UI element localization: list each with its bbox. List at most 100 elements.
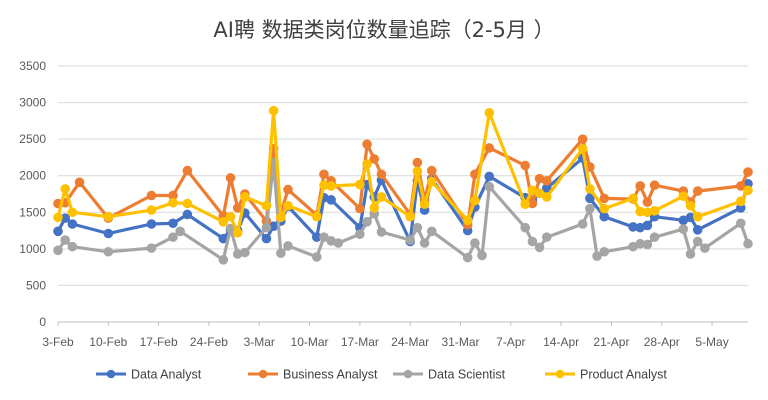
data-point <box>736 218 746 229</box>
data-point <box>635 181 645 191</box>
legend-item: Data Scientist <box>393 368 506 382</box>
data-point <box>541 176 552 186</box>
x-tick-label: 28-Apr <box>644 335 680 349</box>
data-point <box>743 238 753 249</box>
data-point <box>168 232 178 242</box>
data-point <box>743 167 753 177</box>
data-point <box>628 193 638 204</box>
data-point <box>685 200 696 211</box>
data-point <box>261 233 272 244</box>
data-point <box>326 181 336 191</box>
data-point <box>541 192 552 202</box>
data-point <box>333 238 344 248</box>
data-point <box>67 219 78 229</box>
data-point <box>412 166 423 177</box>
data-point <box>599 211 610 222</box>
data-point <box>484 171 495 182</box>
data-point <box>541 232 552 242</box>
data-point <box>261 200 272 211</box>
data-point <box>362 216 372 227</box>
data-point <box>182 165 193 176</box>
data-point <box>218 216 229 227</box>
data-point <box>484 143 495 153</box>
data-point <box>692 211 703 222</box>
data-point <box>240 247 250 258</box>
data-point <box>484 181 495 192</box>
y-tick-label: 3500 <box>19 59 46 73</box>
data-point <box>276 212 286 223</box>
data-point <box>311 252 322 262</box>
x-tick-label: 5-May <box>695 335 728 349</box>
legend-item: Data Analyst <box>96 368 202 382</box>
data-point <box>67 241 78 252</box>
data-point <box>146 219 157 229</box>
legend-swatch-marker <box>106 369 116 379</box>
data-point <box>53 226 63 237</box>
data-point <box>477 250 487 261</box>
data-point <box>412 157 423 168</box>
data-point <box>692 236 703 247</box>
data-point <box>103 211 114 222</box>
y-tick-label: 1500 <box>19 205 46 219</box>
data-point <box>743 185 753 196</box>
series-data-scientist <box>53 157 753 265</box>
chart-title: AI聘 数据类岗位数量追踪（2-5月 ） <box>213 18 555 42</box>
x-tick-label: 21-Apr <box>593 335 629 349</box>
data-point <box>649 180 660 191</box>
data-point <box>355 179 365 190</box>
x-tick-label: 14-Apr <box>543 335 579 349</box>
data-point <box>405 235 415 245</box>
data-point <box>462 215 473 226</box>
data-point <box>232 227 243 238</box>
data-point <box>376 169 387 180</box>
data-point <box>60 184 70 194</box>
data-point <box>60 235 70 245</box>
data-point <box>419 238 430 248</box>
data-point <box>599 246 610 257</box>
data-point <box>599 203 610 214</box>
x-tick-label: 7-Apr <box>496 335 525 349</box>
legend-swatch-marker <box>555 369 565 379</box>
data-point <box>168 218 178 229</box>
data-point <box>283 200 293 211</box>
data-point <box>692 186 703 196</box>
data-point <box>520 222 530 233</box>
x-tick-label: 10-Feb <box>89 335 127 349</box>
data-point <box>182 209 193 220</box>
x-tick-label: 24-Mar <box>391 335 429 349</box>
y-tick-label: 0 <box>39 315 46 329</box>
x-tick-label: 10-Mar <box>291 335 329 349</box>
data-point <box>520 199 530 210</box>
data-point <box>642 239 653 250</box>
data-point <box>736 196 746 207</box>
data-point <box>577 219 588 229</box>
data-point <box>175 226 185 237</box>
data-point <box>678 191 689 201</box>
x-tick-label: 3-Mar <box>244 335 275 349</box>
y-tick-label: 3000 <box>19 96 46 110</box>
legend-label: Product Analyst <box>580 368 667 382</box>
series-lines <box>53 105 753 265</box>
data-point <box>470 195 480 206</box>
y-tick-label: 2000 <box>19 169 46 183</box>
data-point <box>182 198 193 209</box>
data-point <box>53 212 63 223</box>
gridlines <box>58 65 748 323</box>
data-point <box>240 192 250 202</box>
data-point <box>146 205 157 215</box>
data-point <box>218 255 229 265</box>
data-point <box>692 225 703 235</box>
x-tick-label: 24-Feb <box>190 335 228 349</box>
data-point <box>283 184 293 195</box>
data-point <box>369 203 380 213</box>
data-point <box>462 252 473 263</box>
legend-swatch-marker <box>258 369 268 379</box>
legend-label: Business Analyst <box>283 368 378 382</box>
data-point <box>649 232 660 242</box>
data-point <box>678 224 689 234</box>
data-point <box>146 243 157 253</box>
data-point <box>261 222 272 233</box>
x-tick-label: 31-Mar <box>441 335 479 349</box>
data-point <box>685 249 696 259</box>
